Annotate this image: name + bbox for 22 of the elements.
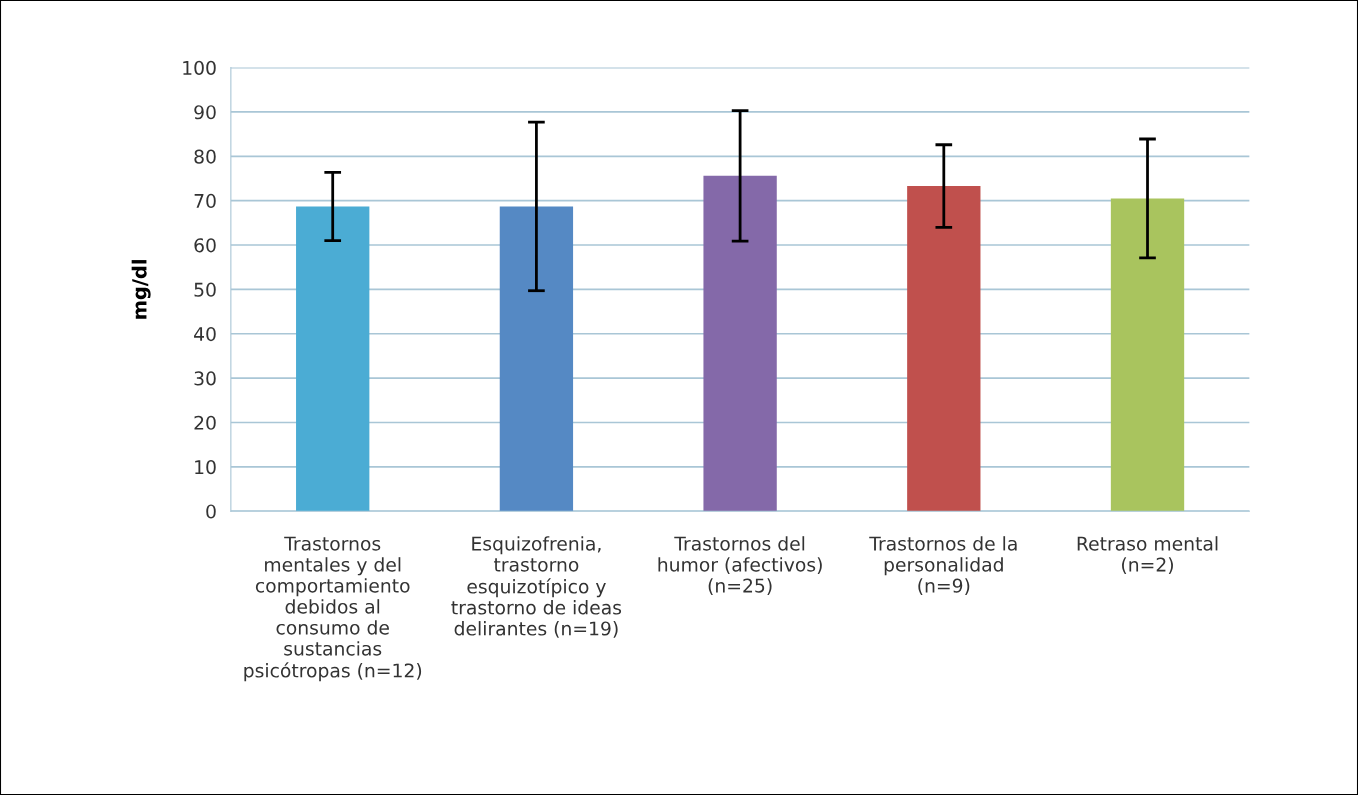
y-tick-label: 70 [194, 193, 216, 209]
bar [296, 206, 370, 512]
y-tick-label: 60 [194, 238, 216, 253]
x-tick-label: Esquizofrenia, trastorno esquizotípico y trastorno de ideas delirantes (n=19) [451, 536, 622, 638]
y-axis-title: mg/dl [131, 260, 151, 319]
bar [1110, 198, 1185, 512]
y-tick-label: 100 [183, 60, 216, 75]
y-tick-label: 30 [194, 371, 216, 386]
y-tick-label: 80 [194, 149, 216, 164]
x-tick-label: Trastornos mentales y del comportamiento debidos al consumo de sustancias psicótropas (n=12) [244, 536, 422, 682]
y-tick-label: 90 [194, 105, 216, 120]
bar [907, 186, 981, 512]
bar [703, 175, 777, 512]
x-tick-label: Retraso mental (n=2) [1077, 536, 1218, 574]
y-tick-label: 40 [194, 326, 216, 342]
y-tick-label: 50 [194, 282, 216, 297]
y-tick-label: 10 [195, 460, 216, 475]
x-tick-label: Trastornos de la personalidad (n=9) [869, 536, 1017, 595]
y-tick-label: 0 [206, 504, 216, 519]
bar [499, 206, 574, 512]
x-tick-label: Trastornos del humor (afectivos) (n=25) [658, 536, 822, 595]
y-tick-label: 20 [194, 415, 216, 430]
